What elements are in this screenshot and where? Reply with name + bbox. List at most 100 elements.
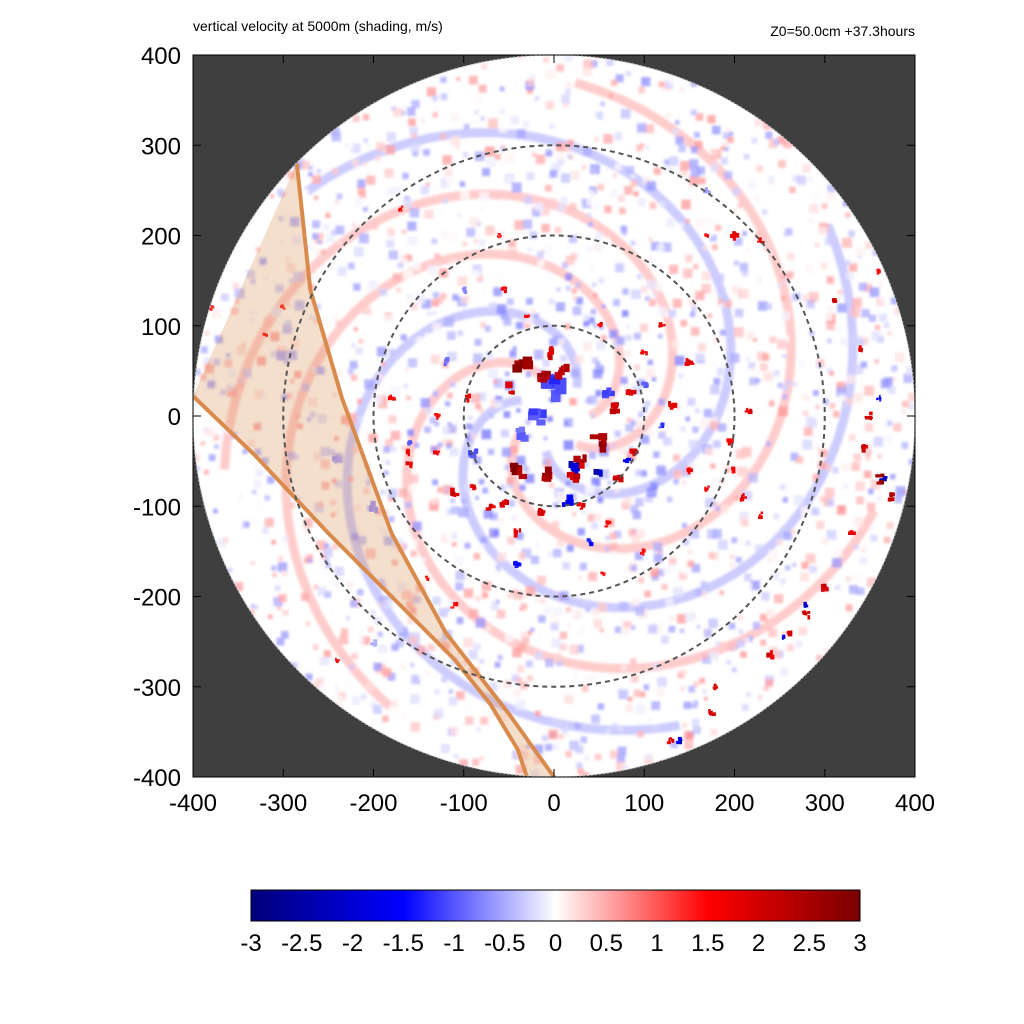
- field-speckle: [657, 333, 663, 339]
- field-speckle: [757, 301, 768, 311]
- updraft-negative: [593, 469, 600, 475]
- field-speckle: [242, 448, 248, 455]
- field-speckle: [351, 222, 357, 228]
- field-speckle: [238, 379, 243, 384]
- field-speckle: [351, 343, 356, 348]
- field-speckle: [501, 447, 512, 457]
- range-ring: [462, 324, 646, 508]
- field-speckle: [716, 368, 725, 377]
- field-speckle: [383, 536, 393, 546]
- field-speckle: [486, 626, 491, 631]
- updraft-positive: [573, 473, 581, 480]
- updraft-negative: [884, 476, 888, 479]
- field-speckle: [815, 383, 822, 390]
- updraft-positive: [658, 324, 661, 328]
- field-speckle: [324, 591, 332, 599]
- field-speckle: [256, 356, 266, 366]
- field-speckle: [599, 469, 610, 479]
- field-speckle: [645, 494, 654, 503]
- field-speckle: [619, 207, 626, 215]
- field-speckle: [433, 708, 444, 719]
- field-speckle: [644, 144, 650, 150]
- field-speckle: [330, 512, 336, 517]
- field-speckle: [387, 187, 396, 196]
- field-speckle: [346, 681, 354, 690]
- colorbar-tick-label: 2: [752, 930, 765, 957]
- field-speckle: [647, 359, 654, 366]
- field-speckle: [901, 409, 906, 414]
- field-speckle: [383, 599, 393, 609]
- updraft-positive: [639, 551, 644, 555]
- field-speckle: [737, 466, 747, 477]
- field-speckle: [598, 603, 607, 613]
- field-speckle: [566, 544, 574, 552]
- field-speckle: [466, 227, 476, 237]
- field-speckle: [236, 345, 246, 355]
- field-speckle: [579, 562, 587, 571]
- field-speckle: [506, 177, 512, 183]
- field-speckle: [651, 241, 660, 251]
- plot-area: -400 -300 -200 -100 0 100 200 300 400 4003002001…: [133, 43, 935, 817]
- field-speckle: [617, 746, 627, 756]
- field-speckle: [475, 595, 481, 602]
- field-speckle: [510, 115, 520, 125]
- field-speckle: [768, 400, 775, 407]
- field-speckle: [690, 700, 698, 709]
- field-speckle: [441, 230, 449, 238]
- field-speckle: [741, 269, 749, 277]
- field-speckle: [377, 526, 383, 532]
- field-speckle: [543, 245, 553, 255]
- updraft-positive: [600, 571, 604, 574]
- field-speckle: [700, 580, 708, 588]
- updraft-positive: [497, 235, 500, 238]
- updraft-positive: [877, 268, 880, 272]
- updraft-positive: [849, 530, 854, 533]
- field-speckle: [811, 507, 820, 516]
- field-speckle: [656, 465, 666, 475]
- field-speckle: [665, 564, 675, 574]
- field-speckle: [853, 393, 863, 403]
- updraft-positive: [537, 509, 544, 516]
- field-speckle: [417, 645, 426, 655]
- field-speckle: [745, 637, 750, 642]
- field-speckle: [725, 467, 731, 473]
- updraft-positive: [467, 393, 472, 399]
- field-speckle: [551, 638, 561, 648]
- field-speckle: [599, 627, 604, 633]
- field-speckle: [688, 685, 696, 693]
- field-speckle: [508, 499, 515, 507]
- field-speckle: [421, 557, 426, 562]
- field-speckle: [276, 350, 287, 361]
- updraft-positive: [424, 575, 428, 578]
- field-speckle: [860, 547, 866, 553]
- field-speckle: [320, 446, 330, 457]
- field-speckle: [588, 451, 596, 459]
- field-speckle: [384, 315, 390, 321]
- updraft-positive: [689, 362, 695, 365]
- updraft-positive: [802, 610, 807, 616]
- field-speckle: [322, 547, 333, 558]
- updraft-positive: [602, 572, 606, 576]
- field-speckle: [366, 682, 375, 691]
- field-speckle: [796, 175, 807, 185]
- field-speckle: [406, 601, 414, 609]
- field-speckle: [286, 303, 292, 308]
- field-speckle: [870, 479, 881, 490]
- field-speckle: [549, 123, 556, 129]
- field-speckle: [732, 286, 740, 294]
- field-speckle: [572, 610, 582, 619]
- updraft-negative: [515, 562, 521, 567]
- updraft-positive: [558, 369, 565, 376]
- updraft-positive: [640, 349, 644, 354]
- field-speckle: [620, 108, 631, 119]
- updraft-positive: [399, 207, 402, 210]
- updraft-positive: [727, 440, 731, 446]
- field-speckle: [278, 216, 284, 222]
- field-speckle: [545, 68, 556, 79]
- updraft-positive: [524, 314, 529, 318]
- field-speckle: [374, 395, 383, 404]
- field-speckle: [584, 462, 590, 468]
- x-tick-label: 400: [895, 790, 935, 817]
- updraft-positive: [540, 377, 548, 383]
- field-speckle: [475, 403, 481, 410]
